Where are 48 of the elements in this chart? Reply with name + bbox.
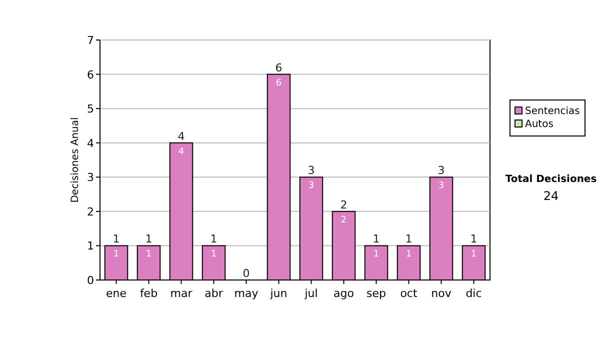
x-tick-label: jul xyxy=(304,287,318,300)
data-label: 1 xyxy=(146,250,152,260)
total-label: 3 xyxy=(308,164,315,178)
x-tick-label: abr xyxy=(204,287,224,300)
y-tick-label: 7 xyxy=(87,34,94,47)
legend-label: Sentencias xyxy=(525,106,580,117)
data-label: 1 xyxy=(373,250,380,260)
x-tick-label: dic xyxy=(466,287,482,300)
y-tick-label: 6 xyxy=(87,68,94,82)
x-tick-label: nov xyxy=(431,287,452,300)
x-tick-label: feb xyxy=(140,287,158,300)
data-label: 1 xyxy=(406,250,412,260)
legend-label: Autos xyxy=(525,119,554,130)
total-label: 3 xyxy=(438,164,445,178)
total-label: 2 xyxy=(340,198,348,212)
total-label: 0 xyxy=(242,267,250,280)
total-label: 1 xyxy=(210,232,218,246)
y-tick-label: 0 xyxy=(87,274,94,287)
x-tick-label: may xyxy=(234,287,259,300)
x-tick-label: ago xyxy=(334,287,354,300)
y-tick-label: 2 xyxy=(87,205,94,218)
x-tick-label: mar xyxy=(170,287,193,300)
x-tick-label: oct xyxy=(400,287,418,300)
data-label: 1 xyxy=(210,250,217,260)
total-label: 1 xyxy=(145,232,152,246)
y-tick-label: 3 xyxy=(87,171,94,184)
total-label: 1 xyxy=(372,232,380,246)
y-tick-label: 1 xyxy=(87,240,94,253)
text: 24 xyxy=(543,189,559,203)
data-label: 6 xyxy=(276,78,282,88)
total-label: 6 xyxy=(275,61,282,74)
total-label: 1 xyxy=(470,232,478,246)
total-label: 1 xyxy=(112,232,120,246)
x-tick-label: sep xyxy=(366,287,386,300)
data-label: 3 xyxy=(438,181,444,192)
x-tick-label: ene xyxy=(106,287,127,300)
y-axis-title: Decisiones Anual xyxy=(70,117,81,203)
data-label: 4 xyxy=(178,146,184,157)
data-label: 1 xyxy=(470,250,477,260)
y-tick-label: 4 xyxy=(87,136,94,150)
data-label: 2 xyxy=(340,215,347,226)
total-label: 1 xyxy=(405,232,412,246)
data-label: 1 xyxy=(113,250,120,260)
total-label: 4 xyxy=(178,130,185,143)
data-label: 3 xyxy=(308,181,314,192)
y-tick-label: 5 xyxy=(87,102,94,116)
text: Total Decisiones xyxy=(505,174,597,185)
x-tick-label: jun xyxy=(269,287,288,300)
